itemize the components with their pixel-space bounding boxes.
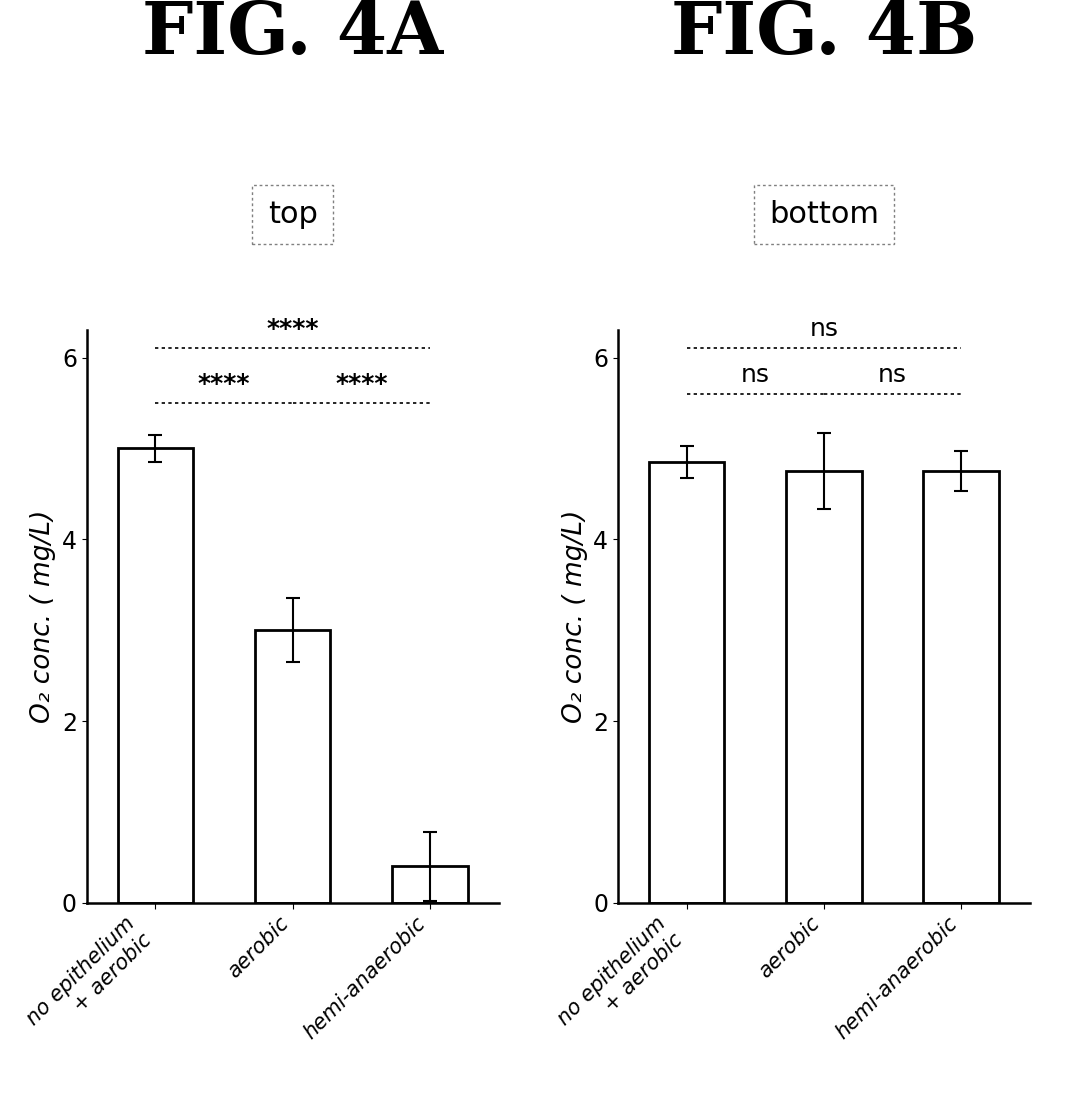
Text: FIG. 4B: FIG. 4B — [671, 0, 977, 68]
Bar — [786, 471, 862, 903]
Y-axis label: O₂ conc. ( mg/L): O₂ conc. ( mg/L) — [30, 510, 56, 723]
Y-axis label: O₂ conc. ( mg/L): O₂ conc. ( mg/L) — [562, 510, 588, 723]
Bar — [648, 462, 724, 903]
Text: ****: **** — [335, 372, 388, 395]
Text: top: top — [268, 200, 318, 229]
Text: ns: ns — [740, 362, 770, 386]
Text: ****: **** — [267, 317, 319, 341]
Text: bottom: bottom — [769, 200, 879, 229]
Text: FIG. 4A: FIG. 4A — [142, 0, 443, 68]
Text: ns: ns — [810, 317, 838, 341]
Bar — [117, 448, 193, 903]
Bar — [255, 630, 331, 903]
Bar — [924, 471, 999, 903]
Text: ns: ns — [878, 362, 907, 386]
Text: ****: **** — [197, 372, 250, 395]
Bar — [392, 866, 468, 903]
